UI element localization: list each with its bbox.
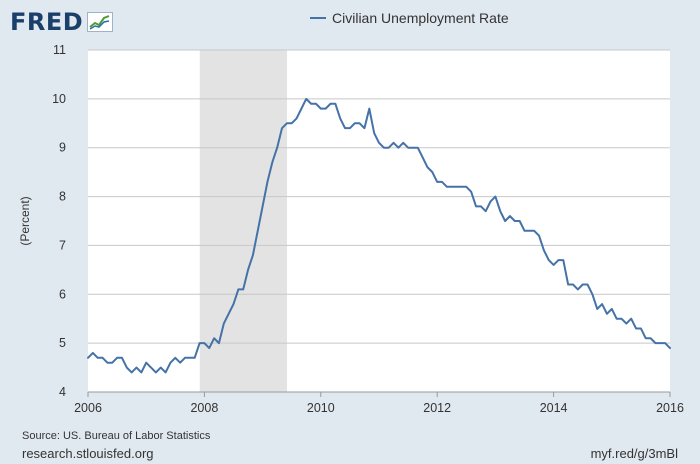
chart-logo-icon <box>87 12 114 32</box>
y-tick-label: 4 <box>59 385 66 399</box>
y-tick-label: 8 <box>59 190 66 204</box>
plot-area <box>88 50 670 392</box>
legend-label: Civilian Unemployment Rate <box>332 10 509 26</box>
x-tick-label: 2006 <box>74 401 102 415</box>
fred-logo[interactable]: FRED <box>10 8 114 36</box>
y-tick-label: 6 <box>59 287 66 301</box>
header: FRED Civilian Unemployment Rate <box>0 0 700 44</box>
source-note: Source: US. Bureau of Labor Statistics <box>22 430 211 442</box>
y-tick-label: 5 <box>59 336 66 350</box>
x-tick-label: 2008 <box>190 401 218 415</box>
x-tick-label: 2016 <box>656 401 684 415</box>
legend[interactable]: Civilian Unemployment Rate <box>310 10 509 26</box>
site-link[interactable]: research.stlouisfed.org <box>22 446 154 461</box>
x-tick-label: 2010 <box>307 401 335 415</box>
short-url-link[interactable]: myf.red/g/3mBl <box>590 446 678 461</box>
recession-shading <box>199 50 288 392</box>
x-tick-label: 2012 <box>423 401 451 415</box>
y-axis-label: (Percent) <box>18 196 32 245</box>
logo-text: FRED <box>10 8 84 36</box>
legend-swatch <box>310 17 326 19</box>
y-tick-label: 9 <box>59 141 66 155</box>
y-tick-label: 10 <box>52 92 66 106</box>
x-tick-label: 2014 <box>540 401 568 415</box>
y-tick-label: 11 <box>53 43 66 57</box>
series-line <box>87 97 671 374</box>
y-tick-label: 7 <box>59 238 66 252</box>
